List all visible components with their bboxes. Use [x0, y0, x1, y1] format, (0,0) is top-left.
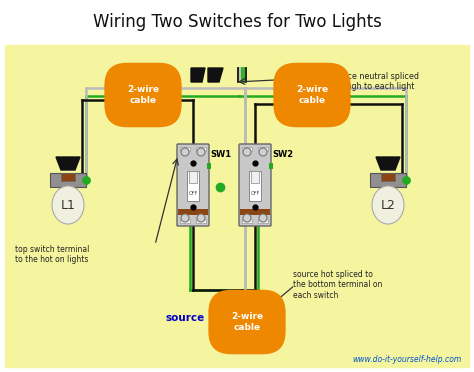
Circle shape: [197, 214, 205, 222]
Ellipse shape: [52, 186, 84, 224]
Bar: [61, 173, 75, 181]
Bar: [196, 147, 206, 151]
Text: www.do-it-yourself-help.com: www.do-it-yourself-help.com: [353, 356, 462, 365]
Circle shape: [197, 148, 205, 156]
Bar: [180, 147, 190, 151]
Circle shape: [259, 214, 267, 222]
Bar: [50, 173, 86, 187]
Text: 2-wire
cable: 2-wire cable: [127, 85, 159, 105]
Polygon shape: [234, 315, 250, 340]
Bar: [258, 147, 268, 151]
Bar: [5, 45, 469, 367]
Text: top switch terminal
to the hot on lights: top switch terminal to the hot on lights: [15, 245, 90, 264]
Polygon shape: [56, 157, 80, 170]
Bar: [178, 209, 208, 215]
FancyBboxPatch shape: [239, 144, 271, 226]
Polygon shape: [208, 68, 223, 82]
Bar: [242, 147, 252, 151]
Bar: [258, 219, 268, 223]
Circle shape: [181, 148, 189, 156]
Text: source: source: [166, 313, 205, 323]
Text: Wiring Two Switches for Two Lights: Wiring Two Switches for Two Lights: [92, 13, 382, 31]
Text: source neutral spliced
through to each light: source neutral spliced through to each l…: [330, 72, 419, 92]
FancyBboxPatch shape: [177, 144, 209, 226]
Bar: [269, 163, 273, 169]
Bar: [187, 171, 199, 201]
Bar: [207, 163, 211, 169]
Circle shape: [243, 214, 251, 222]
Bar: [189, 171, 197, 183]
Text: SW2: SW2: [272, 150, 293, 159]
Text: 2-wire
cable: 2-wire cable: [231, 312, 263, 332]
Bar: [196, 219, 206, 223]
Text: L1: L1: [61, 199, 75, 212]
Ellipse shape: [372, 186, 404, 224]
Text: OFF: OFF: [188, 190, 198, 196]
Bar: [381, 173, 395, 181]
Text: SW1: SW1: [210, 150, 231, 159]
Text: source hot spliced to
the bottom terminal on
each switch: source hot spliced to the bottom termina…: [293, 270, 383, 300]
Text: L2: L2: [381, 199, 395, 212]
Bar: [240, 209, 270, 215]
Polygon shape: [376, 157, 400, 170]
Circle shape: [181, 214, 189, 222]
Bar: [249, 171, 261, 201]
Circle shape: [243, 148, 251, 156]
Bar: [370, 173, 406, 187]
Circle shape: [259, 148, 267, 156]
Text: 2-wire
cable: 2-wire cable: [296, 85, 328, 105]
Polygon shape: [191, 68, 205, 82]
Bar: [251, 171, 259, 183]
Bar: [242, 219, 252, 223]
Text: OFF: OFF: [250, 190, 260, 196]
Bar: [180, 219, 190, 223]
Bar: [0, 0, 474, 45]
